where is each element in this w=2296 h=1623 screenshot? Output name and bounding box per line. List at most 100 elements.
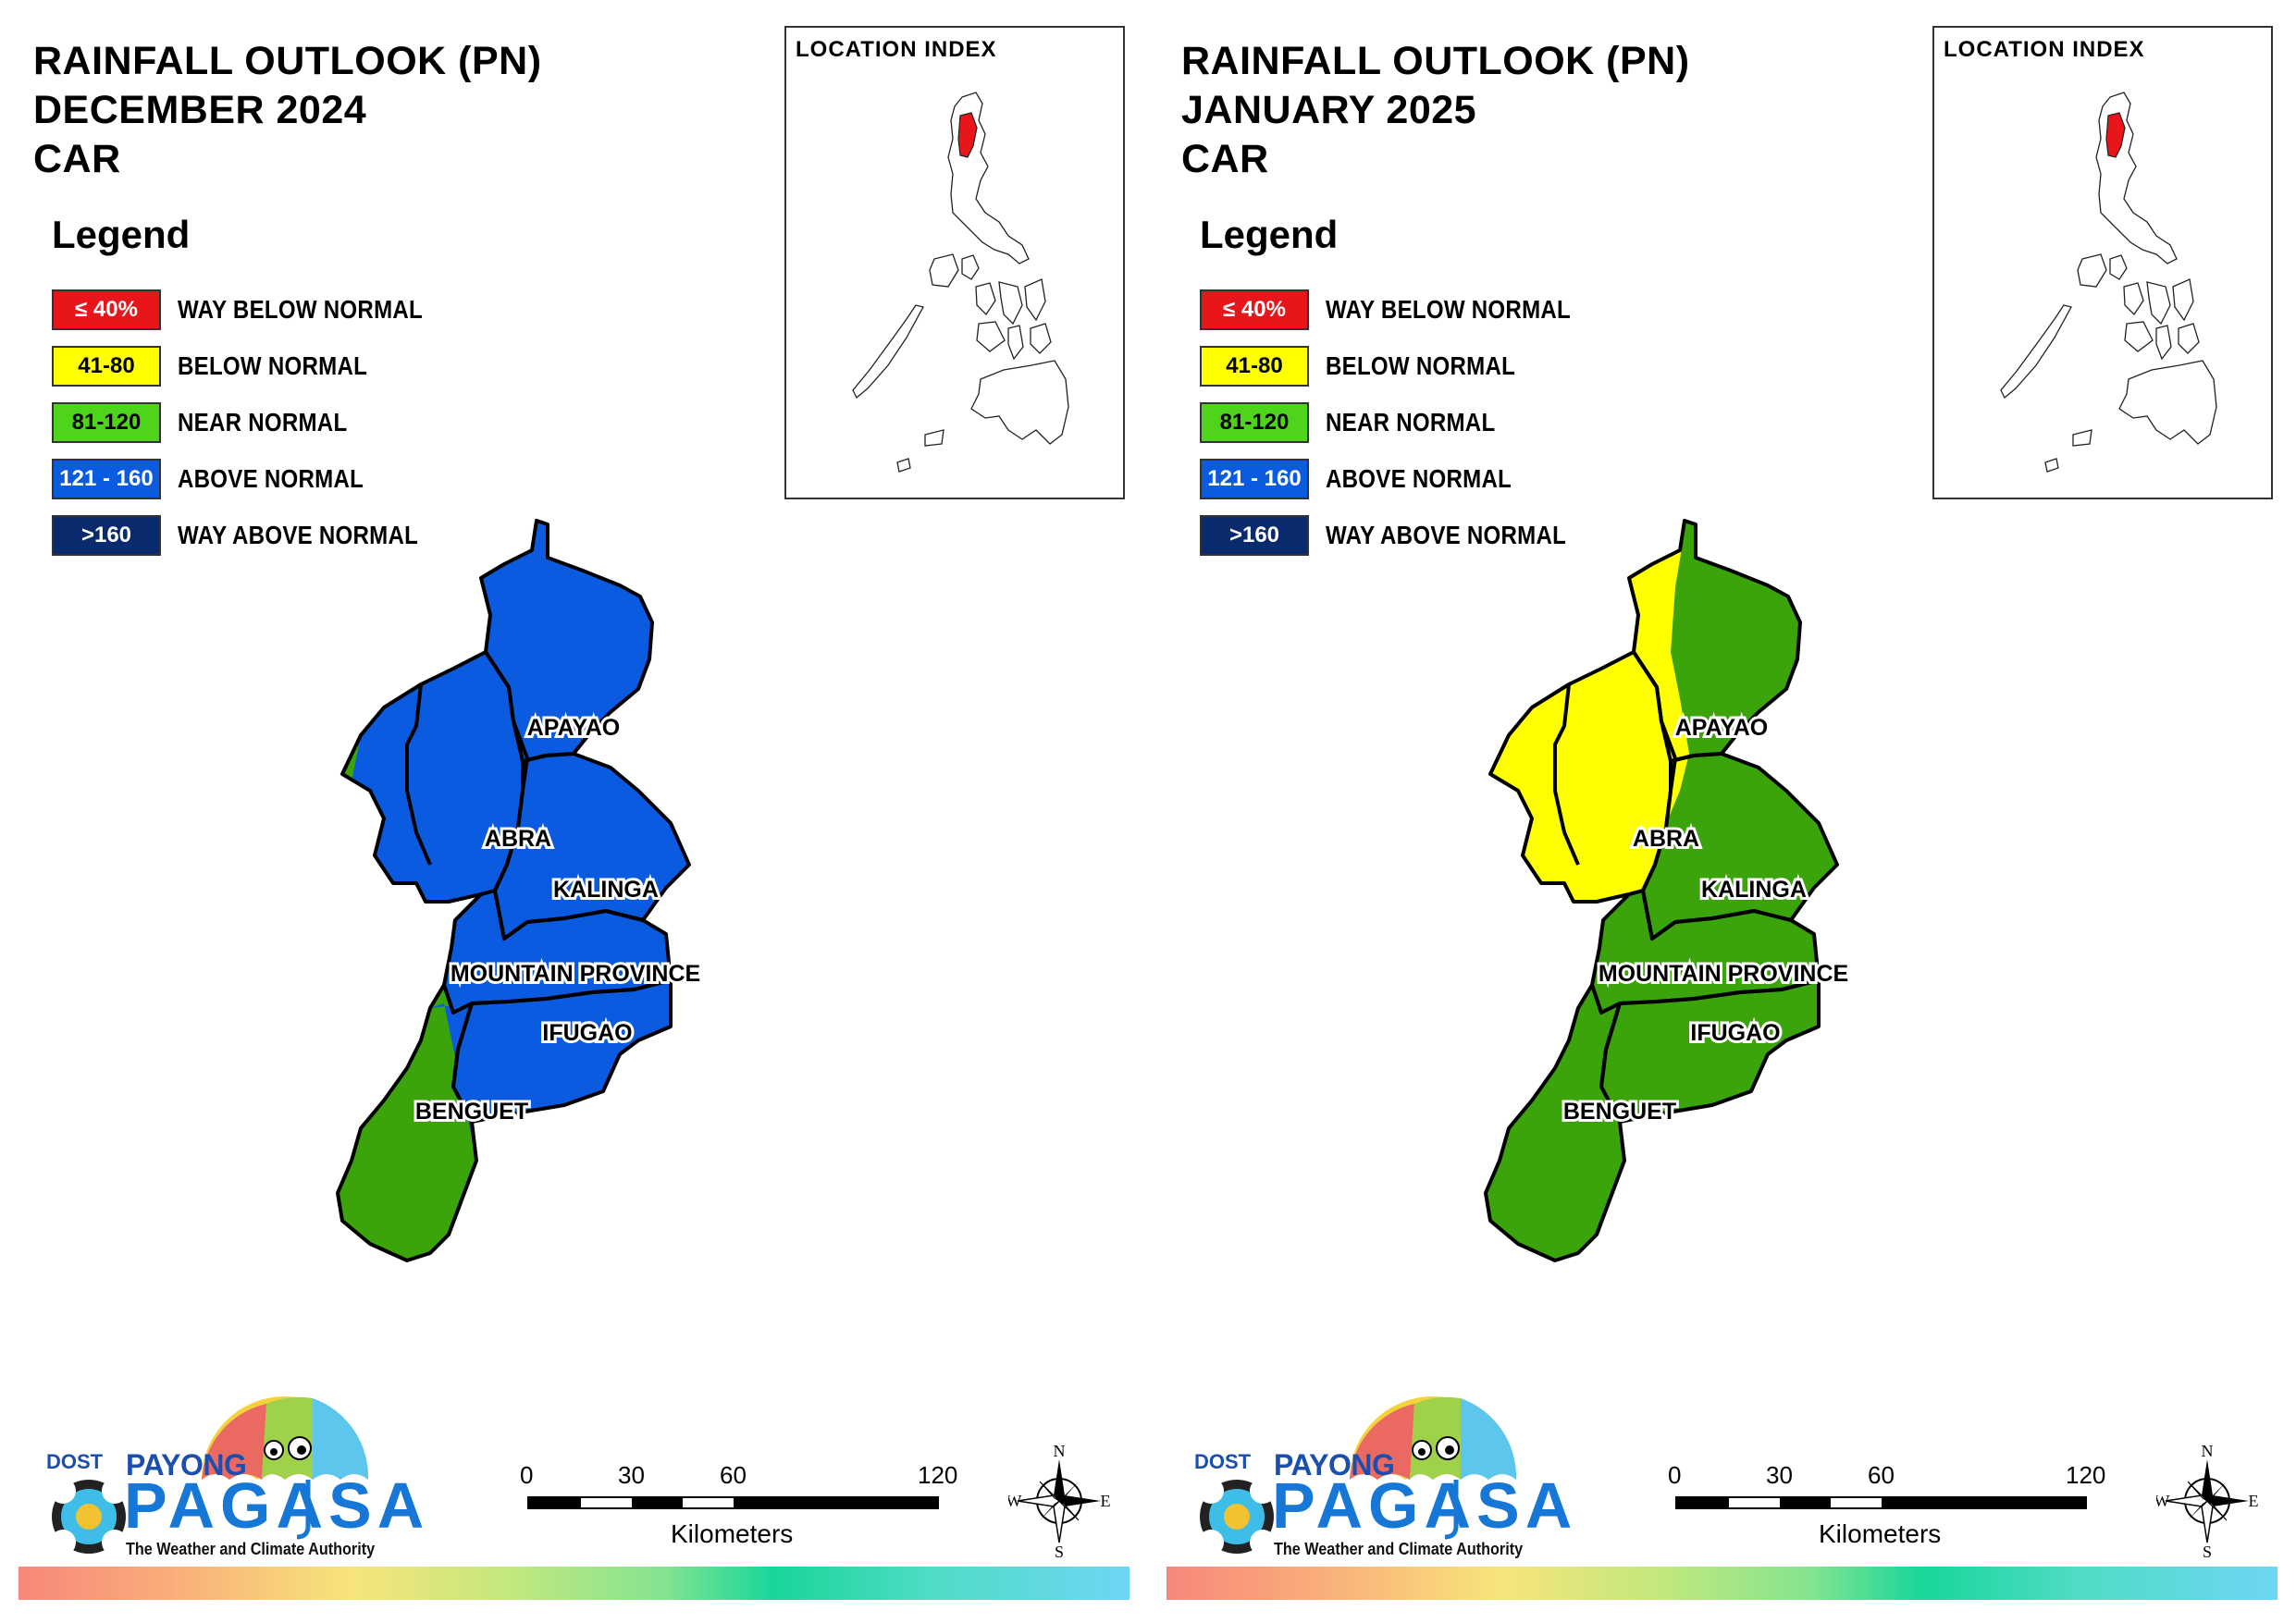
compass-rose-icon: N S E W: [2154, 1442, 2259, 1561]
province-label-kalinga: KALINGA: [1701, 877, 1807, 903]
compass-w: W: [1008, 1492, 1022, 1510]
tagline-text: The Weather and Climate Authority: [126, 1540, 376, 1558]
legend-label: BELOW NORMAL: [178, 350, 368, 380]
footer-gradient-bar: [19, 1567, 1129, 1600]
legend-item: >160 WAY ABOVE NORMAL: [1200, 507, 1611, 563]
province-label-abra: ABRA: [1633, 826, 1699, 852]
legend-label: ABOVE NORMAL: [178, 463, 364, 493]
legend-label: WAY BELOW NORMAL: [1326, 294, 1572, 324]
outlook-panel-january: RAINFALL OUTLOOK (PN) JANUARY 2025 CAR L…: [1148, 0, 2296, 1623]
province-fill-abra: [342, 652, 527, 902]
compass-n: N: [2202, 1443, 2214, 1460]
scale-bar: 0 30 60 120 Kilometers: [520, 1461, 957, 1563]
legend-item: ≤ 40% WAY BELOW NORMAL: [1200, 281, 1611, 338]
legend-swatch: 81-120: [52, 401, 161, 443]
dost-seal-icon: [50, 1478, 128, 1555]
legend-item: 121 - 160 ABOVE NORMAL: [1200, 450, 1611, 507]
province-label-mountain-province: MOUNTAIN PROVINCE: [451, 961, 700, 987]
legend-swatch: 121 - 160: [52, 458, 161, 499]
legend-rows: ≤ 40% WAY BELOW NORMAL 41-80 BELOW NORMAL 81…: [52, 281, 463, 563]
legend-item: 41-80 BELOW NORMAL: [1200, 338, 1611, 394]
scale-tick: 60: [720, 1461, 747, 1489]
philippines-index-map: [852, 92, 1069, 473]
legend: Legend ≤ 40% WAY BELOW NORMAL 41-80 BELOW N…: [52, 213, 463, 563]
location-index: LOCATION INDEX: [784, 26, 1125, 499]
title-line-3: CAR: [1181, 137, 1269, 181]
car-region-highlight: [2105, 112, 2126, 158]
dost-text: DOST: [1194, 1450, 1252, 1473]
legend-swatch: 41-80: [1200, 345, 1309, 387]
province-border-abra: [340, 650, 529, 904]
mindoro-island-shape: [929, 253, 959, 288]
mindanao-island-shape: [2118, 360, 2217, 445]
title-line-3: CAR: [33, 137, 121, 181]
province-label-abra: ABRA: [485, 826, 551, 852]
compass-n: N: [1054, 1443, 1066, 1460]
province-fill-ifugao: [453, 980, 671, 1122]
legend-item: >160 WAY ABOVE NORMAL: [52, 507, 463, 563]
north-arrow: N S E W: [2154, 1442, 2259, 1561]
tagline-text: The Weather and Climate Authority: [1274, 1540, 1524, 1558]
province-label-benguet: BENGUET: [415, 1099, 528, 1125]
legend-item: 81-120 NEAR NORMAL: [52, 394, 463, 450]
scale-tick: 0: [1668, 1461, 1682, 1489]
title-line-1: RAINFALL OUTLOOK (PN): [33, 39, 542, 83]
mindanao-island-shape: [970, 360, 1069, 445]
province-border-benguet: [1484, 983, 1626, 1262]
scale-unit: Kilometers: [1819, 1519, 1942, 1548]
title-line-1: RAINFALL OUTLOOK (PN): [1181, 39, 1690, 83]
scale-tick: 120: [918, 1461, 958, 1489]
legend-swatch: >160: [1200, 514, 1309, 556]
palawan-island-shape: [852, 304, 924, 400]
pagasa-text: PAGASA: [1272, 1469, 1578, 1542]
legend-swatch: ≤ 40%: [1200, 289, 1309, 330]
legend-label: WAY BELOW NORMAL: [178, 294, 424, 324]
palawan-island-shape: [2000, 304, 2072, 400]
province-border-abra: [1488, 650, 1677, 904]
map-title: RAINFALL OUTLOOK (PN) JANUARY 2025 CAR: [1181, 37, 1690, 184]
scale-bar-graphic: [1675, 1496, 2087, 1509]
scale-tick: 60: [1868, 1461, 1895, 1489]
scale-bar: 0 30 60 120 Kilometers: [1668, 1461, 2105, 1563]
dost-seal-icon: [1198, 1478, 1276, 1555]
footer-gradient-bar: [1167, 1567, 2277, 1600]
philippines-index-map: [2000, 92, 2217, 473]
legend-heading: Legend: [1200, 213, 1339, 256]
legend-label: ABOVE NORMAL: [1326, 463, 1512, 493]
umbrella-logo-graphic: [50, 1396, 369, 1555]
mindoro-island-shape: [2077, 253, 2107, 288]
legend-item: 81-120 NEAR NORMAL: [1200, 394, 1611, 450]
location-index-title: LOCATION INDEX: [1944, 37, 2145, 62]
province-fill-benguet: [338, 985, 476, 1260]
title-line-2: JANUARY 2025: [1181, 88, 1477, 132]
scale-bar-graphic: [527, 1496, 939, 1509]
payong-text: PAYONG: [1274, 1448, 1395, 1482]
legend-swatch: ≤ 40%: [52, 289, 161, 330]
compass-e: E: [1101, 1492, 1111, 1510]
scale-unit: Kilometers: [671, 1519, 794, 1548]
province-fill-ifugao: [1601, 980, 1819, 1122]
legend-item: 41-80 BELOW NORMAL: [52, 338, 463, 394]
pagasa-text: PAGASA: [124, 1469, 430, 1542]
legend-item: ≤ 40% WAY BELOW NORMAL: [52, 281, 463, 338]
province-label-mountain-province: MOUNTAIN PROVINCE: [1599, 961, 1848, 987]
compass-s: S: [1055, 1543, 1064, 1558]
province-fill-apayao: [481, 521, 652, 761]
legend: Legend ≤ 40% WAY BELOW NORMAL 41-80 BELOW N…: [1200, 213, 1611, 563]
map-title: RAINFALL OUTLOOK (PN) DECEMBER 2024 CAR: [33, 37, 542, 184]
legend-rows: ≤ 40% WAY BELOW NORMAL 41-80 BELOW NORMAL 81…: [1200, 281, 1611, 563]
compass-rose-icon: N S E W: [1006, 1442, 1111, 1561]
scale-tick: 0: [520, 1461, 534, 1489]
legend-label: NEAR NORMAL: [1326, 407, 1496, 436]
province-border-apayao: [1627, 519, 1802, 763]
compass-s: S: [2203, 1543, 2212, 1558]
province-label-apayao: APAYAO: [527, 715, 621, 741]
title-line-2: DECEMBER 2024: [33, 88, 367, 132]
province-label-ifugao: IFUGAO: [1690, 1020, 1780, 1046]
location-index-title: LOCATION INDEX: [796, 37, 997, 62]
legend-swatch: >160: [52, 514, 161, 556]
scale-tick: 30: [1766, 1461, 1793, 1489]
province-fill-kalinga: [1643, 754, 1837, 939]
